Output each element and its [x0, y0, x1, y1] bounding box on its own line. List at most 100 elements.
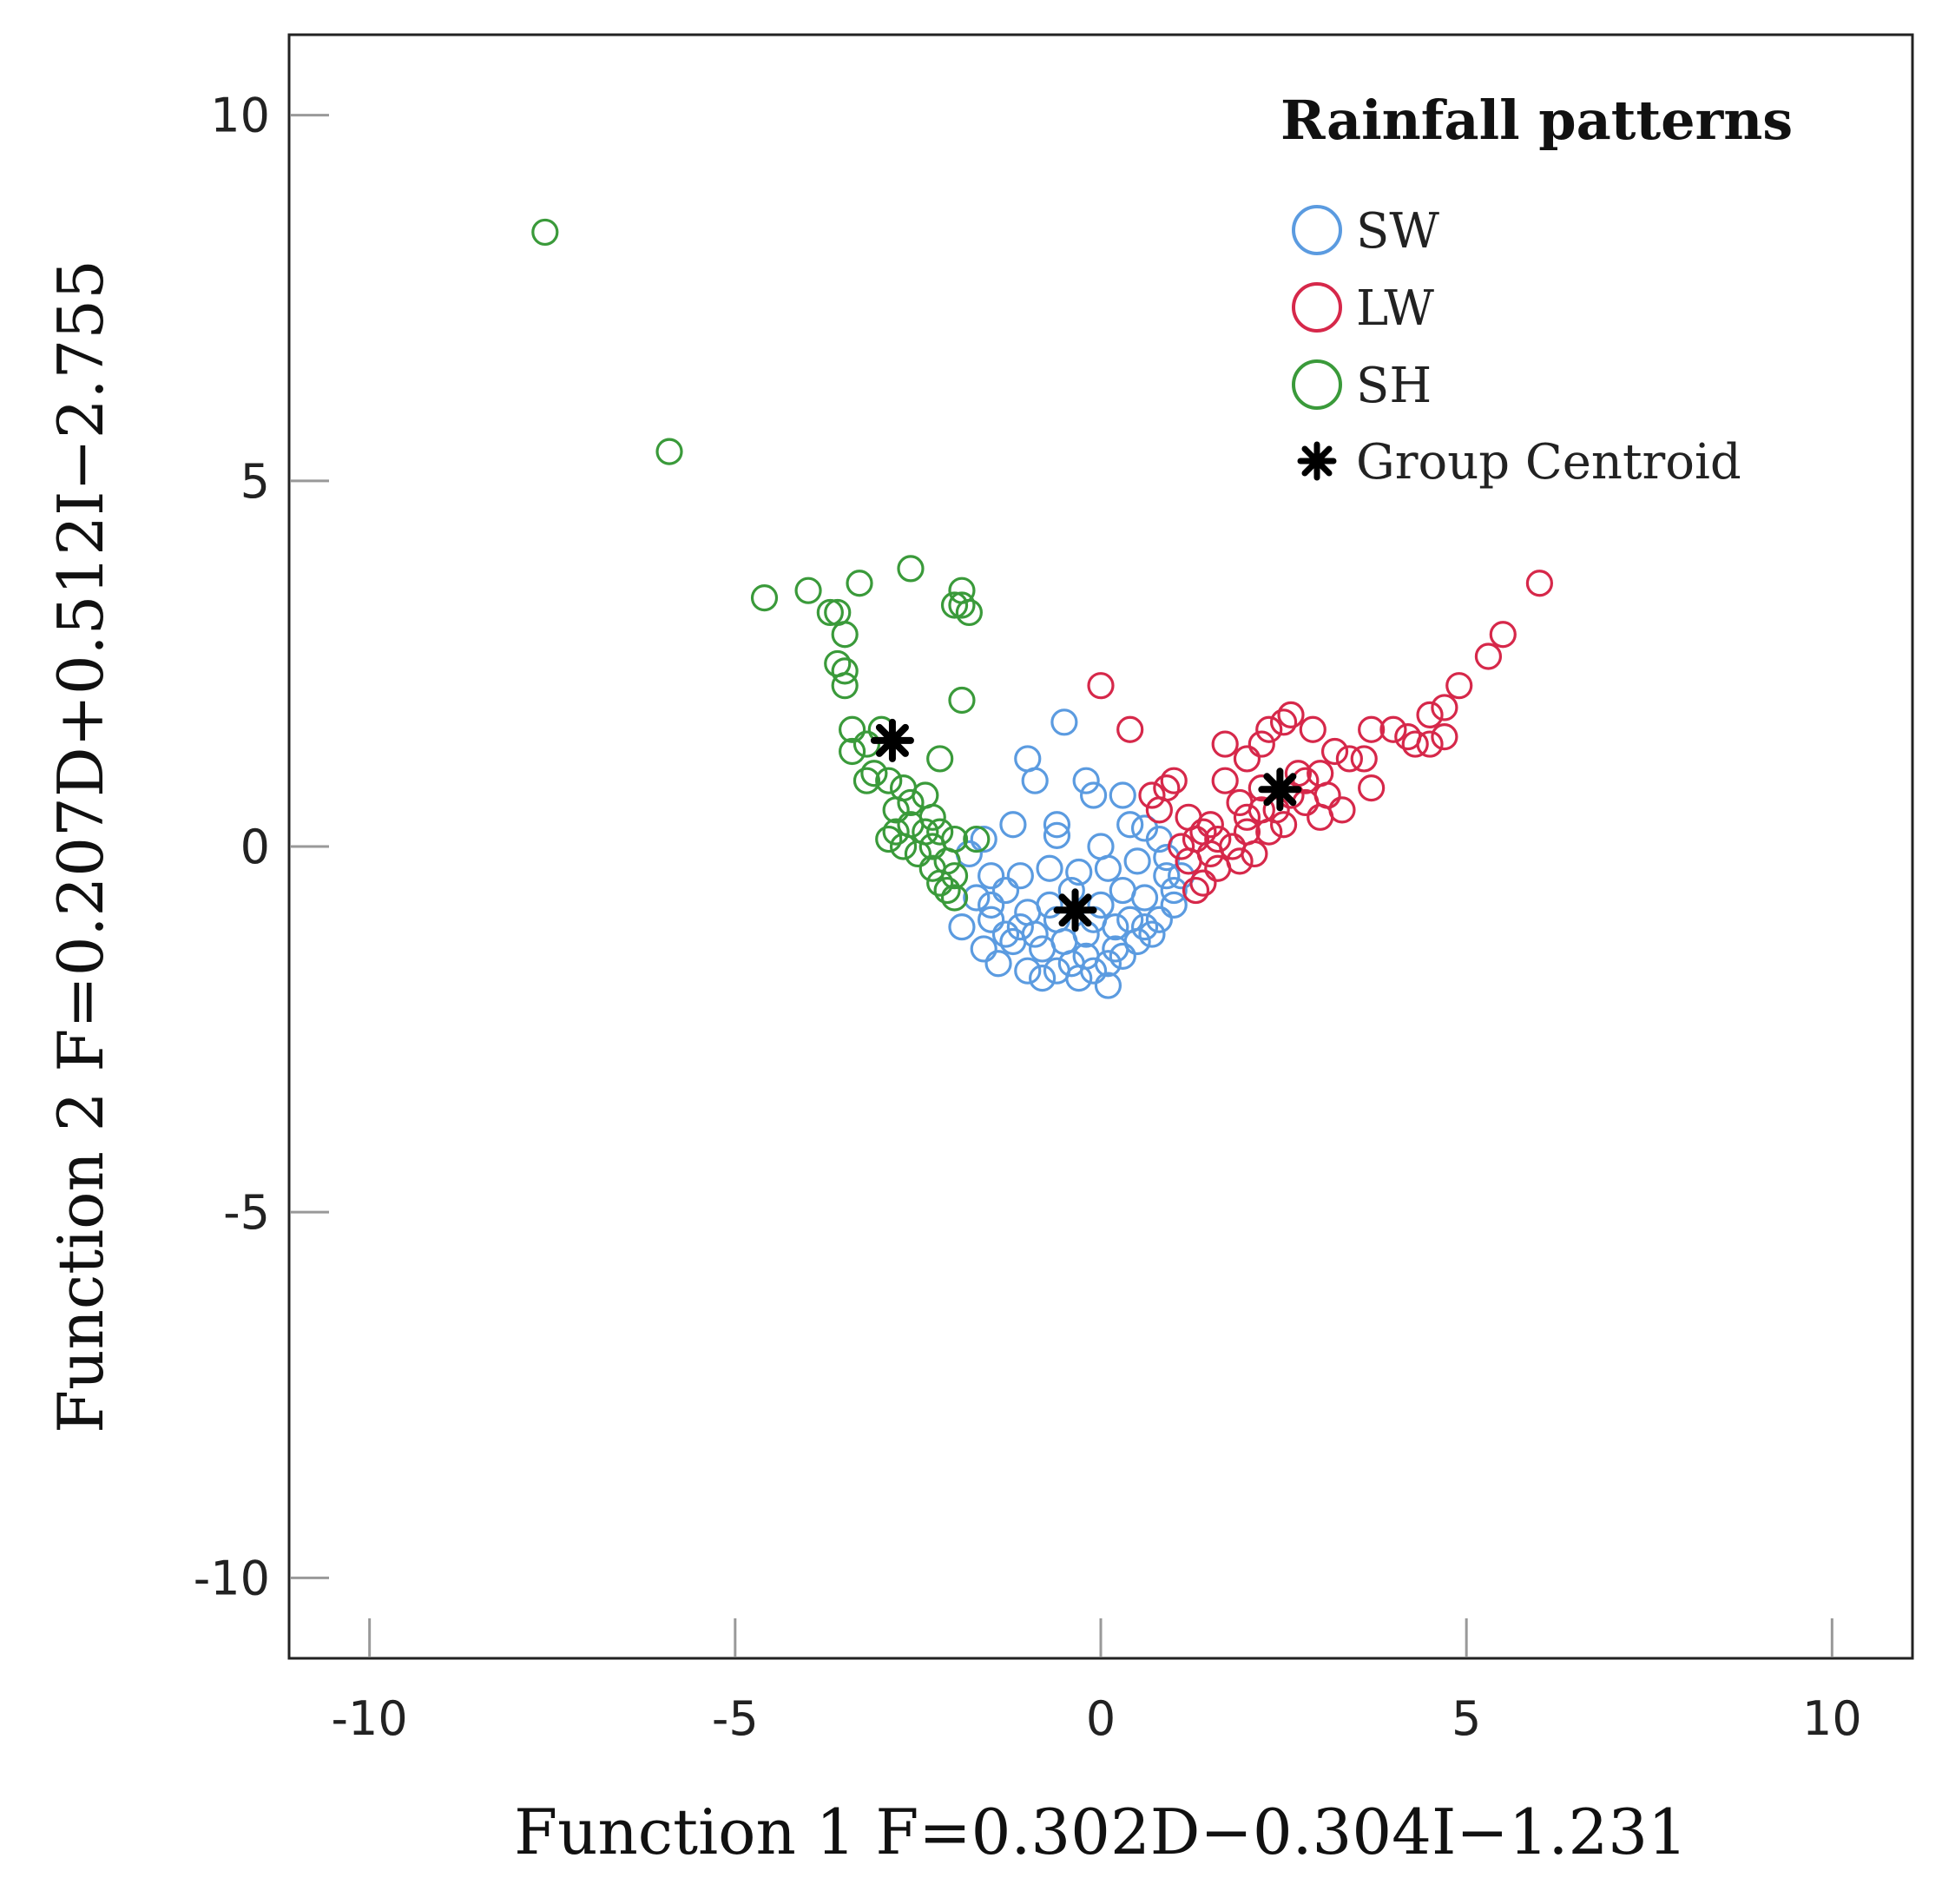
point-sh: [940, 884, 969, 912]
point-sw: [1160, 876, 1188, 905]
point-lw: [1320, 737, 1349, 766]
point-lw: [1525, 570, 1554, 597]
point-lw: [1226, 788, 1254, 817]
point-sh: [839, 737, 866, 766]
point-sw: [1043, 811, 1071, 839]
point-sh: [897, 555, 925, 583]
point-sw: [1036, 891, 1063, 919]
x-tick-label: 10: [1802, 1691, 1862, 1746]
legend-marker-lw: [1292, 282, 1342, 333]
x-tick-label: 5: [1452, 1691, 1481, 1746]
series-sh: [531, 218, 991, 912]
point-sw: [1006, 862, 1034, 890]
point-lw: [1233, 745, 1261, 773]
point-sh: [918, 803, 946, 831]
point-sw: [984, 950, 1012, 978]
point-sh: [926, 818, 954, 846]
point-lw: [1394, 723, 1422, 751]
point-lw: [1241, 840, 1268, 868]
point-lw: [1255, 715, 1283, 743]
point-sw: [1036, 854, 1063, 882]
point-lw: [1313, 781, 1341, 809]
y-tick-label: -5: [223, 1185, 270, 1240]
point-lw: [1335, 745, 1363, 773]
point-sh: [918, 833, 946, 860]
point-sw: [1094, 854, 1122, 882]
legend-title: Rainfall patterns: [1280, 89, 1793, 152]
point-lw: [1226, 847, 1254, 875]
point-sw: [970, 935, 997, 963]
point-lw: [1087, 672, 1115, 700]
point-sh: [875, 767, 903, 794]
point-lw: [1211, 767, 1239, 794]
point-lw: [1233, 803, 1261, 831]
point-sw: [1079, 957, 1108, 985]
point-sw: [1065, 858, 1093, 886]
point-lw: [1489, 621, 1517, 649]
point-sw: [978, 906, 1005, 933]
point-sh: [882, 818, 910, 846]
point-lw: [1153, 774, 1181, 802]
x-tick-label: -5: [712, 1691, 759, 1746]
legend-label-centroid: Group Centroid: [1356, 434, 1741, 491]
point-lw: [1269, 811, 1298, 839]
point-sw: [1029, 965, 1057, 992]
legend-marker-sh: [1292, 359, 1342, 410]
point-sw: [1079, 781, 1108, 809]
point-lw: [1255, 818, 1283, 846]
point-sw: [970, 825, 997, 853]
point-sh: [918, 854, 946, 882]
point-sw: [1087, 891, 1115, 919]
data-points: [531, 218, 1554, 999]
point-lw: [1431, 723, 1458, 751]
point-sw: [1050, 927, 1078, 956]
point-lw: [1474, 642, 1503, 670]
point-sh: [831, 657, 859, 685]
point-sh: [963, 825, 991, 853]
x-tick-label: -10: [332, 1691, 408, 1746]
point-lw: [1138, 781, 1166, 809]
point-sh: [912, 818, 939, 846]
y-tick-label: 10: [210, 89, 270, 143]
point-sw: [1109, 876, 1136, 905]
point-sw: [978, 862, 1005, 890]
series-lw: [1087, 570, 1554, 905]
point-lw: [1445, 672, 1473, 700]
point-lw: [1350, 745, 1378, 773]
point-sh: [897, 788, 925, 817]
point-lw: [1189, 869, 1217, 897]
point-sh: [882, 796, 910, 824]
group-centroids: [870, 718, 1302, 932]
y-tick-label: 5: [240, 454, 270, 509]
point-lw: [1379, 715, 1407, 743]
point-sh: [933, 876, 961, 905]
y-tick-label: 0: [240, 820, 270, 874]
y-tick-label: -10: [194, 1551, 270, 1605]
point-sw: [1116, 811, 1144, 839]
point-lw: [1204, 825, 1232, 853]
x-axis-title: Function 1 F=0.302D−0.304I−1.231: [514, 1795, 1688, 1868]
point-lw: [1160, 767, 1188, 794]
point-sw: [1050, 708, 1078, 736]
point-sh: [853, 730, 881, 758]
x-tick-label: 0: [1086, 1691, 1116, 1746]
point-sh: [853, 767, 881, 794]
point-lw: [1358, 715, 1386, 743]
point-sw: [1138, 920, 1166, 948]
point-sw: [1072, 942, 1100, 970]
point-lw: [1247, 730, 1275, 758]
point-lw: [1401, 730, 1429, 758]
point-sw: [991, 920, 1020, 948]
point-sw: [1130, 913, 1159, 941]
point-sw: [1021, 767, 1049, 794]
point-sw: [991, 876, 1020, 905]
point-sh: [750, 584, 779, 612]
legend: Rainfall patterns SW LW SH Group Centroi…: [1280, 89, 1793, 491]
point-sh: [655, 438, 683, 465]
point-sh: [860, 760, 888, 787]
point-lw: [1175, 803, 1202, 831]
centroid-sw: [1053, 888, 1097, 932]
point-lw: [1431, 694, 1458, 721]
point-sh: [948, 591, 976, 619]
